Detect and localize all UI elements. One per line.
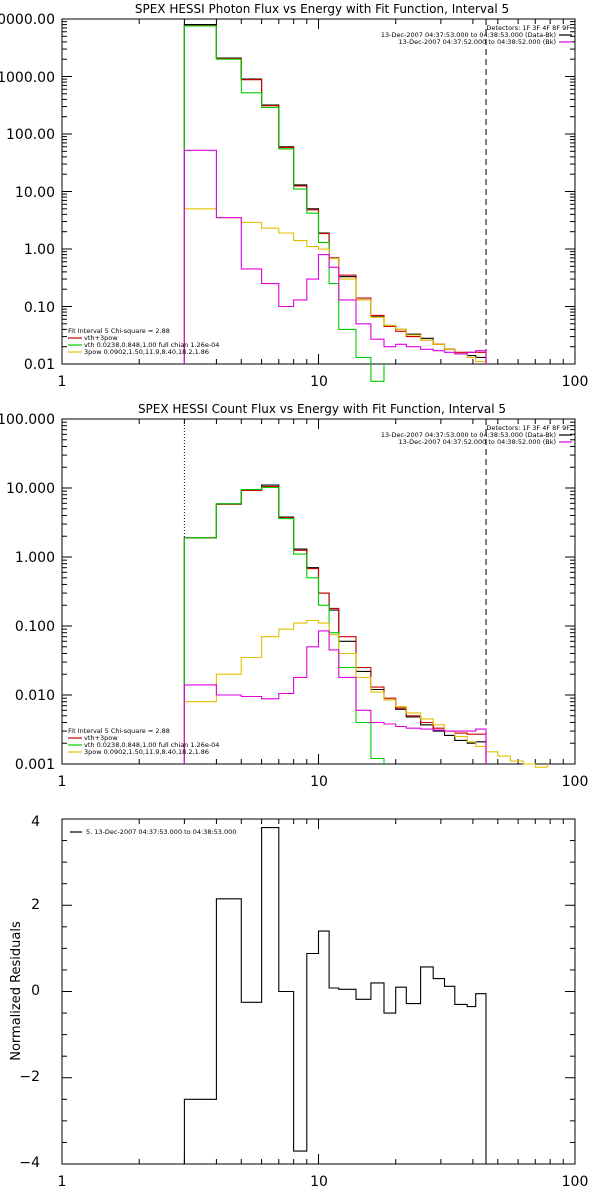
count-legend-fit: Fit Interval 5 Chi-square = 2.88 (68, 727, 170, 735)
photon-xtick-100: 100 (562, 374, 589, 390)
photon-ytick-1000: 1000.00 (0, 70, 55, 86)
residuals-axis-ticks (61, 818, 575, 1165)
count-series-0 (183, 484, 487, 764)
photon-legend-bk-interval: 13-Dec-2007 04:37:52.000 to 04:38:52.000… (399, 38, 557, 46)
count-axis-ticks (61, 418, 575, 765)
residuals-xtick-100: 100 (562, 1174, 589, 1190)
residuals-ytick-minus4: −4 (19, 1155, 40, 1171)
count-legend-vth: vth 0.0238,0.848,1.00 full chian 1.26e-0… (84, 741, 219, 749)
count-ytick-10: 10.000 (6, 481, 55, 497)
photon-ytick-10: 10.00 (15, 185, 55, 201)
photon-xtick-10: 10 (310, 374, 328, 390)
photon-series-4 (183, 149, 487, 364)
photon-series-0 (183, 24, 487, 364)
photon-plot-frame (61, 18, 576, 365)
count-series (183, 484, 548, 768)
photon-legend-vth: vth 0.0238,0.848,1.00 full chian 1.26e-0… (84, 341, 219, 349)
photon-legend-model: vth+3pow (84, 334, 118, 342)
count-series-4 (183, 630, 487, 764)
photon-xtick-1: 1 (58, 374, 67, 390)
count-range-markers (183, 419, 487, 764)
residuals-xtick-10: 10 (310, 1174, 328, 1190)
count-ytick-0.001: 0.001 (15, 757, 55, 773)
photon-series-1 (183, 24, 487, 364)
count-legend-detectors: Detectors: 1F 3F 4F 8F 9F (486, 424, 570, 432)
residuals-panel: 1 10 100 4 2 0 −2 −4 Normalized Residual… (9, 814, 588, 1190)
photon-ytick-0.1: 0.10 (24, 300, 55, 316)
photon-legend-fit: Fit Interval 5 Chi-square = 2.88 (68, 327, 170, 335)
photon-series (183, 24, 487, 382)
residuals-xtick-1: 1 (58, 1174, 67, 1190)
count-legend-model: vth+3pow (84, 734, 118, 742)
residuals-ytick-4: 4 (31, 814, 40, 830)
count-ytick-1: 1.000 (15, 550, 55, 566)
count-series-2 (183, 486, 385, 764)
count-legend-data-interval: 13-Dec-2007 04:37:53.000 to 04:38:53.000… (381, 431, 556, 439)
count-legend-bk-interval: 13-Dec-2007 04:37:52.000 to 04:38:52.000… (399, 438, 557, 446)
residuals-ytick-2: 2 (31, 897, 40, 913)
photon-series-3 (183, 208, 487, 364)
photon-ytick-0.01: 0.01 (24, 357, 55, 373)
count-xtick-1: 1 (58, 774, 67, 790)
photon-flux-panel: SPEX HESSI Photon Flux vs Energy with Fi… (0, 2, 588, 390)
residuals-ytick-0: 0 (31, 983, 40, 999)
count-ytick-0.01: 0.010 (15, 688, 55, 704)
photon-legend-detectors: Detectors: 1F 3F 4F 8F 9F (486, 24, 570, 32)
count-legend-3pow: 3pow 0.0902,1.50,11.9,8.40,18.2,1.86 (84, 748, 209, 756)
count-series-3 (183, 619, 548, 768)
photon-axis-ticks (61, 18, 575, 365)
count-ytick-0.1: 0.100 (15, 619, 55, 635)
photon-legend-3pow: 3pow 0.0902,1.50,11.9,8.40,18.2,1.86 (84, 348, 209, 356)
count-xtick-100: 100 (562, 774, 589, 790)
photon-legend-data-interval: 13-Dec-2007 04:37:53.000 to 04:38:53.000… (381, 31, 556, 39)
count-flux-panel: SPEX HESSI Count Flux vs Energy with Fit… (0, 402, 588, 790)
photon-ytick-1: 1.00 (24, 242, 55, 258)
residuals-ylabel: Normalized Residuals (9, 921, 24, 1061)
residuals-series-0 (183, 827, 487, 1164)
residuals-legend-text: 5. 13-Dec-2007 04:37:53.000 to 04:38:53.… (86, 828, 236, 836)
count-ytick-100: 100.000 (0, 412, 55, 428)
residuals-ytick-minus2: −2 (19, 1069, 40, 1085)
photon-ytick-100: 100.00 (6, 127, 55, 143)
count-series-1 (183, 485, 487, 764)
photon-series-2 (183, 25, 385, 382)
residuals-plot-frame (61, 818, 576, 1165)
photon-chart-title: SPEX HESSI Photon Flux vs Energy with Fi… (135, 2, 509, 16)
count-xtick-10: 10 (310, 774, 328, 790)
residuals-series (183, 827, 487, 1164)
photon-range-markers (183, 19, 487, 364)
count-chart-title: SPEX HESSI Count Flux vs Energy with Fit… (138, 402, 506, 416)
